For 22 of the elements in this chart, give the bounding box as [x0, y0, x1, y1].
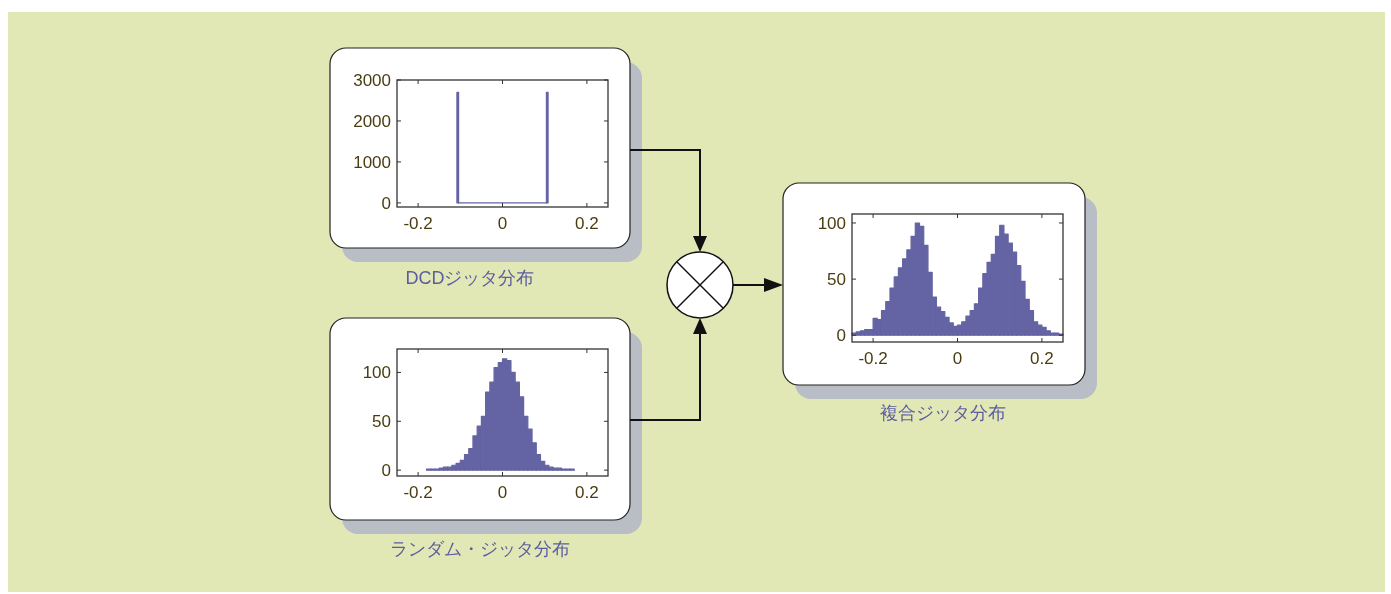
- y-tick-label: 0: [381, 193, 391, 213]
- x-tick-label: 0: [497, 214, 508, 233]
- x-tick-label: 0.2: [575, 214, 599, 233]
- x-tick-label: -0.2: [403, 214, 433, 233]
- x-tick-label: 0: [497, 483, 508, 502]
- y-tick-label: 100: [817, 213, 846, 233]
- y-tick-label: 3000: [353, 71, 391, 90]
- y-tick-label: 0: [381, 461, 391, 481]
- y-tick-label: 0: [836, 326, 846, 346]
- x-tick-label: -0.2: [858, 349, 888, 368]
- x-tick-label: 0.2: [575, 483, 599, 502]
- y-tick-label: 2000: [353, 111, 391, 131]
- y-tick-label: 100: [362, 363, 391, 383]
- x-tick-label: 0.2: [1030, 349, 1054, 368]
- text: ランダム・ジッタ分布: [390, 539, 570, 559]
- text: 複合ジッタ分布: [880, 403, 1006, 423]
- text: DCDジッタ分布: [405, 268, 535, 288]
- y-tick-label: 1000: [353, 152, 391, 172]
- y-tick-label: 50: [827, 270, 846, 290]
- x-tick-label: -0.2: [403, 483, 433, 502]
- y-tick-label: 50: [372, 412, 391, 432]
- x-tick-label: 0: [952, 349, 963, 368]
